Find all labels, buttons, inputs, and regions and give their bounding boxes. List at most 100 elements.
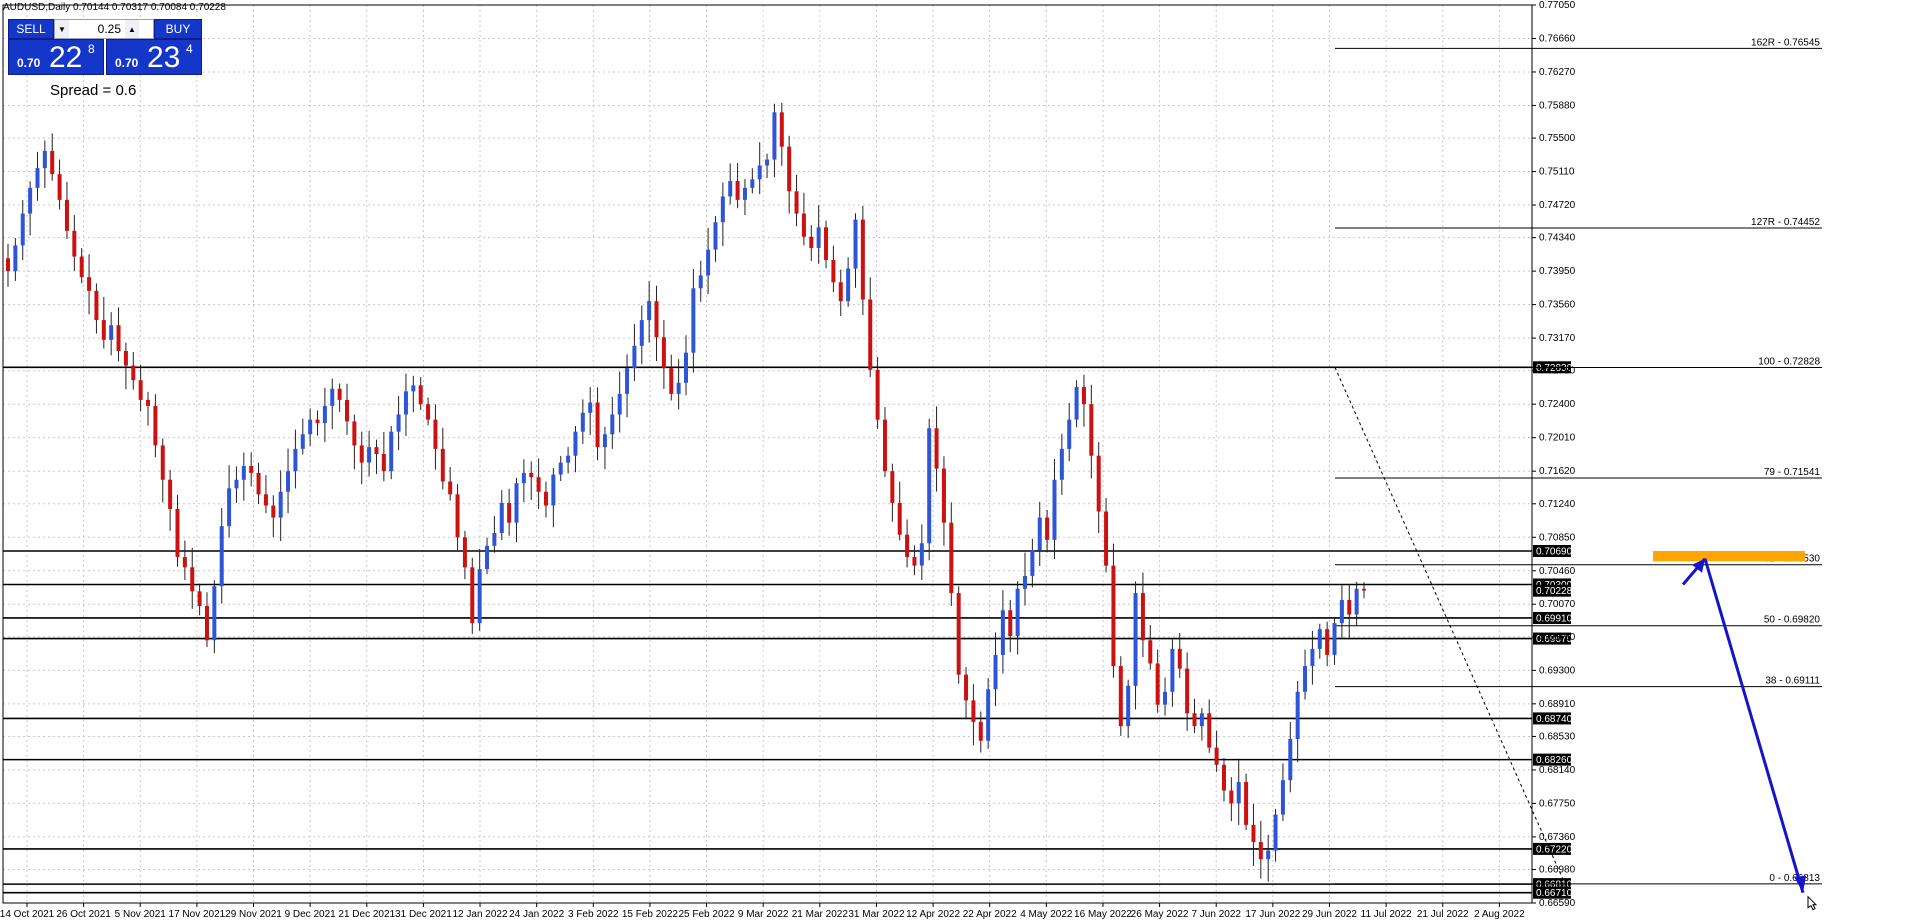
y-tick-label: 0.69300	[1539, 665, 1576, 676]
projection-arrow-down	[1703, 558, 1805, 894]
fib-label: 50 - 0.69820	[1764, 615, 1821, 626]
candle	[204, 592, 209, 648]
candle	[720, 182, 725, 247]
candle	[1199, 708, 1204, 741]
candle	[1074, 380, 1079, 428]
y-tick-label: 0.75110	[1539, 167, 1575, 178]
candle	[1258, 820, 1263, 879]
candle-body	[706, 249, 711, 276]
candle	[470, 557, 475, 634]
candle-body	[13, 245, 18, 272]
buy-price-box[interactable]: 0.70 23 4	[106, 39, 202, 75]
candle-body	[1177, 648, 1182, 669]
lot-size-value[interactable]: 0.25	[97, 22, 121, 36]
candle-body	[1295, 691, 1300, 740]
price-level-tag	[1533, 886, 1571, 899]
candle	[1104, 498, 1109, 573]
candle-body	[617, 393, 622, 415]
candle-body	[182, 557, 187, 568]
candle-body	[168, 479, 173, 509]
lot-size-field[interactable]: ▼ 0.25 ▲	[54, 19, 154, 39]
candle	[499, 490, 504, 541]
candle	[212, 580, 217, 654]
candle-body	[986, 689, 991, 741]
candle	[131, 352, 136, 390]
candle	[558, 455, 563, 482]
candle	[389, 426, 394, 480]
fib-label: 162R - 0.76545	[1751, 37, 1820, 48]
candle	[801, 192, 806, 246]
candle	[934, 406, 939, 492]
candle-body	[381, 454, 386, 472]
candle	[492, 516, 497, 553]
candle-body	[492, 532, 497, 546]
candle	[912, 545, 917, 576]
candle-body	[411, 385, 416, 392]
candle	[190, 547, 195, 609]
sell-price-box[interactable]: 0.70 22 8	[8, 39, 104, 75]
candle-body	[1104, 511, 1109, 566]
candle-body	[956, 593, 961, 675]
candle-body	[433, 419, 438, 449]
candle-body	[219, 526, 224, 587]
candle-body	[1067, 419, 1072, 449]
sell-button[interactable]: SELL	[8, 19, 54, 39]
candle	[543, 481, 548, 518]
candle-body	[838, 282, 843, 302]
candle-body	[595, 402, 600, 448]
candle-body	[345, 399, 349, 422]
candle-body	[801, 213, 806, 237]
candle	[1273, 809, 1278, 862]
candle	[1148, 624, 1153, 670]
price-level-label: 0.68260	[1536, 755, 1573, 766]
buy-button[interactable]: BUY	[154, 19, 202, 39]
price-level-label: 0.67220	[1536, 844, 1573, 855]
candle-body	[462, 537, 467, 568]
candle-body	[300, 434, 305, 449]
lot-increment-icon[interactable]: ▲	[125, 20, 139, 38]
candle	[1081, 374, 1086, 427]
candle-body	[146, 399, 151, 406]
candle	[426, 397, 431, 426]
price-level-label: 0.69910	[1536, 613, 1573, 624]
candle	[485, 537, 490, 575]
candle	[367, 430, 372, 477]
candle-body	[1074, 387, 1079, 420]
candle-body	[1045, 517, 1050, 540]
price-level-tag	[1533, 611, 1571, 624]
candle-body	[485, 545, 490, 570]
candle-body	[1000, 610, 1005, 655]
candle-body	[175, 508, 180, 558]
symbol-caption: AUDUSD,Daily 0.70144 0.70317 0.70084 0.7…	[3, 2, 226, 13]
candle-body	[639, 320, 644, 346]
candle-body	[330, 388, 335, 406]
y-tick-label: 0.71620	[1539, 466, 1576, 477]
price-level-label: 0.69670	[1536, 634, 1573, 645]
candle-body	[1015, 588, 1020, 637]
candle	[50, 133, 55, 181]
candle-body	[153, 405, 158, 446]
candle	[706, 227, 711, 295]
candle-body	[256, 472, 261, 495]
candle	[1118, 656, 1123, 736]
candle-body	[728, 180, 733, 197]
price-level-tag	[1533, 632, 1571, 645]
x-tick-label: 9 Dec 2021	[285, 909, 337, 920]
candle	[507, 488, 512, 536]
candle	[64, 182, 69, 239]
lot-dropdown-icon[interactable]: ▼	[55, 20, 69, 38]
candle	[684, 335, 688, 396]
candle-body	[1339, 599, 1344, 624]
candle-body	[676, 382, 681, 394]
candle	[175, 494, 180, 567]
x-tick-label: 16 May 2022	[1074, 909, 1132, 920]
y-tick-label: 0.72400	[1539, 399, 1576, 410]
candle	[322, 387, 327, 443]
candle-body	[308, 419, 313, 435]
candle-body	[315, 419, 320, 424]
price-level-label: 0.66710	[1536, 888, 1573, 899]
candle-body	[632, 345, 637, 369]
candle-body	[190, 567, 195, 592]
x-tick-label: 15 Feb 2022	[622, 909, 679, 920]
